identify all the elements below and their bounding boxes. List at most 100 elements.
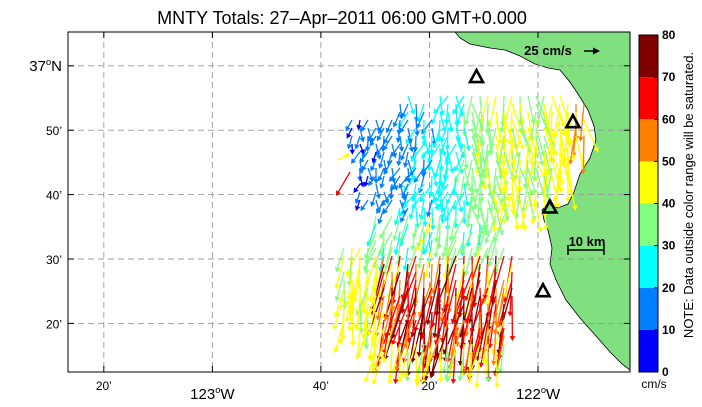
current-vector-head [385,127,391,134]
current-vector [488,127,497,154]
current-vector [400,119,409,132]
current-vector [535,167,544,194]
current-vector-head [392,185,399,191]
current-vector-head [463,164,469,170]
current-vector-head [429,372,435,379]
current-vector-head [366,330,373,337]
current-vector-head [545,170,552,177]
current-vector [486,103,489,132]
current-vector-head [349,341,356,347]
current-vector [485,215,497,242]
current-vector [424,247,433,276]
current-vector [412,143,425,160]
current-vector-head [375,193,382,200]
current-vector [391,175,401,190]
current-vector [366,255,377,285]
current-vector [479,135,485,162]
current-vector-head [484,237,490,244]
colorbar: 0 10 20 30 40 50 60 70 80 [638,28,676,379]
current-vector-head [452,108,458,115]
current-vector-head [333,347,339,354]
current-vector [583,119,598,151]
colorbar-segment [639,161,658,204]
current-vector [413,183,425,199]
current-vector [435,231,441,256]
current-vector [418,303,425,355]
current-vector [423,159,433,174]
current-vector-head [377,175,383,182]
current-vector-head [461,219,468,225]
current-vector-head [460,249,466,255]
current-vector-head [522,183,529,190]
current-vector [471,119,479,143]
current-vector [544,135,553,165]
current-vector [379,151,385,167]
current-vector [447,151,453,171]
current-vector [446,239,457,261]
current-vector-head [504,196,511,202]
current-vector [559,127,566,161]
current-vector [384,199,393,213]
current-vector [401,311,417,347]
current-vector-head [438,377,444,383]
current-vector [401,143,409,159]
current-vector-head [461,131,468,137]
current-vector [451,319,465,356]
current-vector [494,215,505,241]
current-vector [551,159,562,191]
current-vector [543,175,550,203]
current-vector [417,343,425,372]
current-vector [512,135,521,165]
current-vector-head [396,161,402,167]
current-vector [415,351,418,382]
current-vector-head [399,127,405,134]
current-vector-head [519,144,525,151]
current-vector [495,247,505,271]
current-vector-head [392,121,398,128]
current-vector-head [355,205,361,212]
current-vector [378,119,385,132]
current-vector [399,199,405,213]
current-vector-head [344,300,351,307]
current-vector [412,223,417,249]
current-vector-head [344,316,351,323]
current-vector [375,143,381,158]
current-vector [417,111,425,127]
current-vector [567,127,575,158]
current-vector [431,191,439,209]
current-vector [399,135,403,150]
current-vector-head [345,270,351,277]
current-vector-head [497,368,504,374]
current-vector [415,207,419,226]
current-vector-head [467,186,473,193]
current-vector [394,111,401,126]
lon-tick-label: 122oW [516,385,561,403]
current-vector [407,135,413,150]
current-vector [414,263,425,303]
current-vector [434,287,441,336]
colorbar-tick-label: 70 [662,70,676,84]
current-vector [455,159,465,182]
current-vector [442,231,449,256]
colorbar-tick-label: 50 [662,154,676,168]
current-vector-head [410,174,416,181]
current-vector-head [552,202,559,209]
current-vector [371,191,377,205]
current-vector [438,175,449,194]
current-vector [369,271,377,300]
lon-tick-label: 123oW [190,385,235,403]
current-vector-head [344,153,350,159]
current-vector [499,135,505,164]
current-vector [435,215,441,241]
current-vector [422,351,433,382]
current-vector [495,191,508,216]
current-vector-head [392,235,398,242]
current-vector [420,183,433,201]
current-vector [487,271,497,316]
colorbar-segment [639,203,658,246]
current-vector [463,183,469,204]
current-vector [559,151,570,180]
current-vector [377,199,385,212]
current-vector-head [457,207,464,213]
current-vector [353,263,361,295]
